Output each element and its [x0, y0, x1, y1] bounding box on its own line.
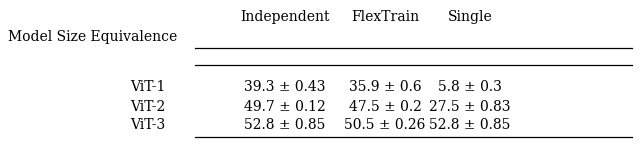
- Text: 35.9 ± 0.6: 35.9 ± 0.6: [349, 80, 421, 94]
- Text: ViT-2: ViT-2: [131, 100, 166, 114]
- Text: FlexTrain: FlexTrain: [351, 10, 419, 24]
- Text: 39.3 ± 0.43: 39.3 ± 0.43: [244, 80, 326, 94]
- Text: 50.5 ± 0.26: 50.5 ± 0.26: [344, 118, 426, 132]
- Text: 52.8 ± 0.85: 52.8 ± 0.85: [244, 118, 326, 132]
- Text: 49.7 ± 0.12: 49.7 ± 0.12: [244, 100, 326, 114]
- Text: Single: Single: [447, 10, 492, 24]
- Text: 52.8 ± 0.85: 52.8 ± 0.85: [429, 118, 511, 132]
- Text: 27.5 ± 0.83: 27.5 ± 0.83: [429, 100, 511, 114]
- Text: ViT-3: ViT-3: [131, 118, 166, 132]
- Text: ViT-1: ViT-1: [131, 80, 166, 94]
- Text: Model Size Equivalence: Model Size Equivalence: [8, 30, 177, 44]
- Text: 47.5 ± 0.2: 47.5 ± 0.2: [349, 100, 421, 114]
- Text: Independent: Independent: [240, 10, 330, 24]
- Text: 5.8 ± 0.3: 5.8 ± 0.3: [438, 80, 502, 94]
